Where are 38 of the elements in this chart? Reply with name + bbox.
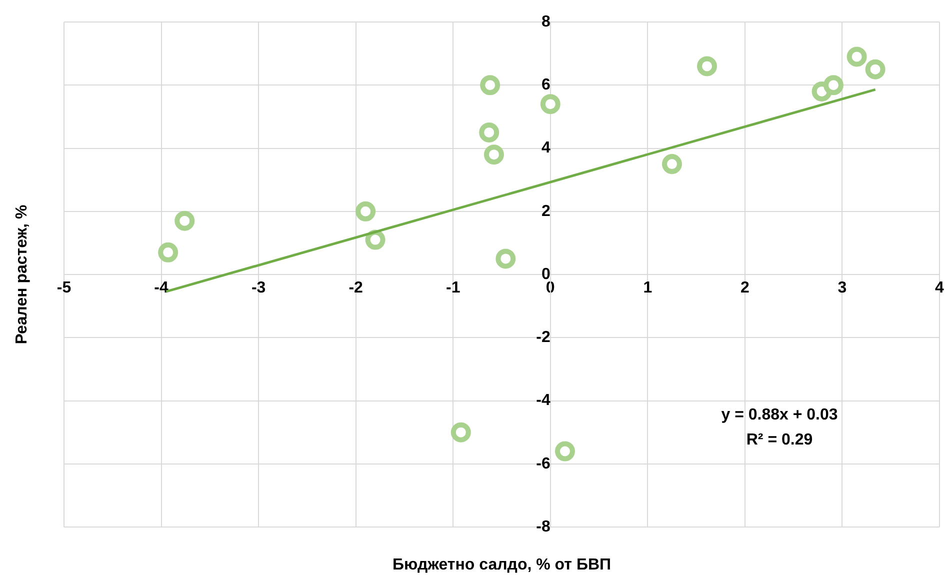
y-tick-label: 4 [541, 140, 550, 157]
y-tick-label: 6 [541, 76, 550, 94]
x-tick-label: 1 [643, 280, 652, 297]
point [554, 441, 575, 462]
point [484, 144, 504, 165]
point [540, 94, 560, 114]
x-tick-label: 3 [838, 280, 847, 297]
y-tick-label: 8 [541, 13, 550, 30]
x-tick-label: -1 [446, 280, 460, 297]
y-axis-title: Реален растеж, % [13, 204, 30, 344]
annotation: R² = 0.29 [746, 431, 813, 448]
point [865, 59, 886, 80]
point [823, 75, 844, 96]
point [174, 210, 195, 231]
point [356, 201, 376, 222]
x-tick-label: -4 [154, 280, 168, 297]
annotation: y = 0.88x + 0.03 [721, 406, 838, 424]
y-tick-label: -8 [536, 518, 550, 536]
point [480, 75, 500, 96]
y-tick-label: 2 [541, 202, 550, 220]
x-tick-label: -5 [56, 280, 72, 297]
y-tick-label: -2 [536, 329, 550, 346]
point [365, 230, 386, 250]
point [450, 422, 471, 442]
point [846, 46, 867, 67]
point [479, 122, 500, 142]
y-tick-label: 0 [541, 266, 550, 283]
x-tick-label: -2 [348, 280, 364, 297]
point [697, 56, 718, 76]
y-tick-label: -6 [536, 455, 550, 472]
x-tick-label: 4 [935, 280, 944, 297]
x-tick-label: -3 [251, 280, 266, 297]
x-axis-title: Бюджетно салдо, % от БВП [392, 556, 612, 574]
y-tick-label: -4 [536, 392, 550, 410]
x-tick-label: 2 [740, 280, 750, 297]
point [496, 248, 516, 269]
point [662, 154, 682, 174]
point [158, 242, 178, 262]
